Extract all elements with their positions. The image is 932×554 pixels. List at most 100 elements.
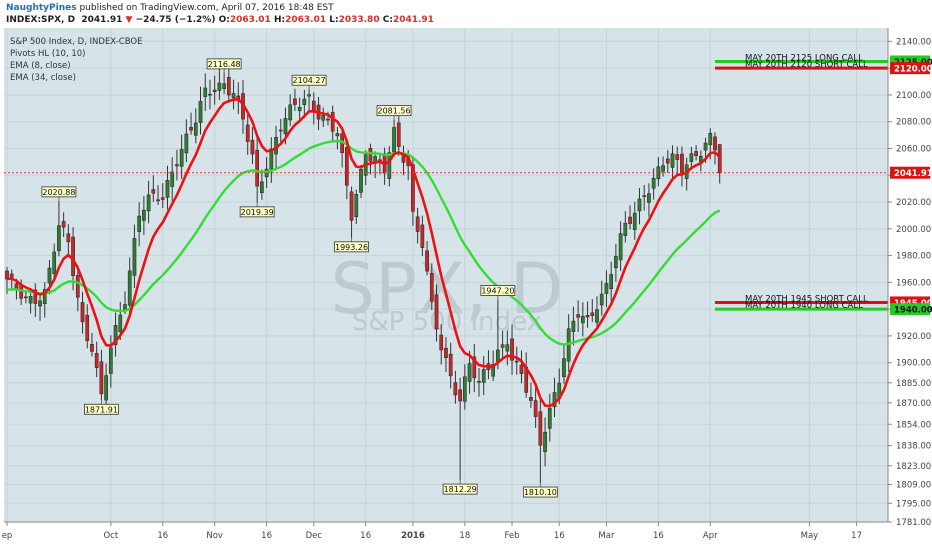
candle-up xyxy=(38,293,42,321)
candle-up xyxy=(137,202,142,247)
candle-down xyxy=(444,337,448,373)
candle-body xyxy=(472,356,477,379)
candle-up xyxy=(203,73,208,111)
candle-body xyxy=(142,209,146,221)
candle-body xyxy=(326,118,330,121)
ema-34-line xyxy=(6,139,721,346)
candle-up xyxy=(477,368,481,397)
candle-body xyxy=(580,316,585,324)
candle-up xyxy=(599,280,604,316)
candle-down xyxy=(94,341,99,378)
candle-body xyxy=(533,400,538,417)
candle-body xyxy=(132,238,137,276)
time-tick-label: 16 xyxy=(157,531,168,541)
pivot-box xyxy=(84,403,119,415)
candle-up xyxy=(321,107,326,127)
candle-up xyxy=(335,127,340,150)
candle-up xyxy=(193,108,198,144)
candle-body xyxy=(9,273,14,278)
candle-down xyxy=(330,105,335,142)
candle-body xyxy=(47,267,52,284)
candle-up xyxy=(278,118,283,145)
pivot-labels: 2020.88 1871.91 2116.48 2019.39 2104.27 1993.… xyxy=(41,58,558,498)
candle-up xyxy=(113,312,118,357)
candle-up xyxy=(231,79,236,110)
pivot-box xyxy=(522,486,558,498)
candle-body xyxy=(222,83,226,89)
candle-body xyxy=(651,177,656,189)
pivot-value: 2081.56 xyxy=(377,107,410,116)
candle-body xyxy=(609,274,614,289)
legend-item: EMA (34, close) xyxy=(10,73,76,83)
candle-body xyxy=(85,314,90,341)
candle-body xyxy=(307,94,311,97)
candle-up xyxy=(604,270,609,308)
pivot-value: 1947.20 xyxy=(481,286,514,295)
candle-body xyxy=(481,369,486,383)
candle-down xyxy=(151,175,156,202)
candle-body xyxy=(632,212,637,230)
candle-body xyxy=(453,382,458,396)
candle-body xyxy=(42,289,47,304)
candle-up xyxy=(260,169,264,200)
candle-body xyxy=(396,122,401,147)
candle-up xyxy=(514,346,519,375)
candle-down xyxy=(344,141,349,200)
candle-body xyxy=(283,118,288,135)
price-tick-label: 1980.00 xyxy=(896,252,931,262)
price-tick-label: 1823.00 xyxy=(896,462,931,472)
chart-area[interactable]: SPX, D S&P 500 Index MAY 20TH 2125 LONG CA… xyxy=(0,28,932,550)
candle-down xyxy=(396,115,401,156)
price-tick-label: 2140.00 xyxy=(896,37,931,47)
candle-body xyxy=(118,314,123,333)
candle-body xyxy=(462,376,467,402)
candle-body xyxy=(708,132,713,146)
last-price: 2041.91 xyxy=(81,15,123,25)
candle-body xyxy=(458,389,462,402)
candle-body xyxy=(146,194,151,212)
candle-up xyxy=(132,224,137,288)
legend-item: S&P 500 Index, D, INDEX-CBOE xyxy=(10,37,142,47)
candle-body xyxy=(387,152,392,179)
candle-up xyxy=(170,157,175,201)
candle-body xyxy=(571,320,576,332)
candle-down xyxy=(538,396,543,484)
candle-body xyxy=(293,98,297,105)
pivot-value: 2020.88 xyxy=(42,188,75,197)
candle-body xyxy=(444,347,448,358)
candle-body xyxy=(94,353,99,368)
time-axis: ep Oct 16 Nov 16 Dec 16 2016 18 Feb 16 Mar 16 Apr May 1… xyxy=(0,521,888,550)
candle-body xyxy=(585,315,590,318)
candle-body xyxy=(208,93,212,96)
time-tick-label: 18 xyxy=(459,531,470,541)
price-tag xyxy=(890,303,930,316)
candle-body xyxy=(614,256,618,269)
candle-up xyxy=(184,119,189,163)
candle-up xyxy=(467,350,472,394)
candle-up xyxy=(359,165,363,198)
candle-up xyxy=(632,201,637,240)
candle-body xyxy=(288,104,293,121)
author-link[interactable]: NaughtyPines xyxy=(6,3,77,13)
publish-line: NaughtyPines published on TradingView.co… xyxy=(6,3,334,14)
open-label: O: xyxy=(218,15,230,25)
price-change: −24.75 (−1.2%) xyxy=(135,15,216,25)
candle-up xyxy=(623,211,628,243)
candle-body xyxy=(66,233,71,243)
price-chart[interactable]: SPX, DS&P 500 Index MAY 20TH 2125 LONG CA… xyxy=(0,28,932,550)
price-tick-label: 2100.00 xyxy=(896,91,931,101)
candle-up xyxy=(462,364,467,410)
candle-body xyxy=(245,124,250,142)
time-tick-label: 16 xyxy=(360,531,371,541)
candle-up xyxy=(595,296,599,329)
candle-body xyxy=(703,142,708,151)
candle-up xyxy=(57,200,61,257)
candle-body xyxy=(260,181,264,194)
candle-body xyxy=(330,112,335,132)
candle-down xyxy=(510,324,514,375)
price-tick-label: 1854.00 xyxy=(896,420,931,430)
candle-body xyxy=(14,283,19,289)
candle-body xyxy=(179,149,184,167)
candle-body xyxy=(505,344,510,352)
candle-down xyxy=(439,324,444,365)
